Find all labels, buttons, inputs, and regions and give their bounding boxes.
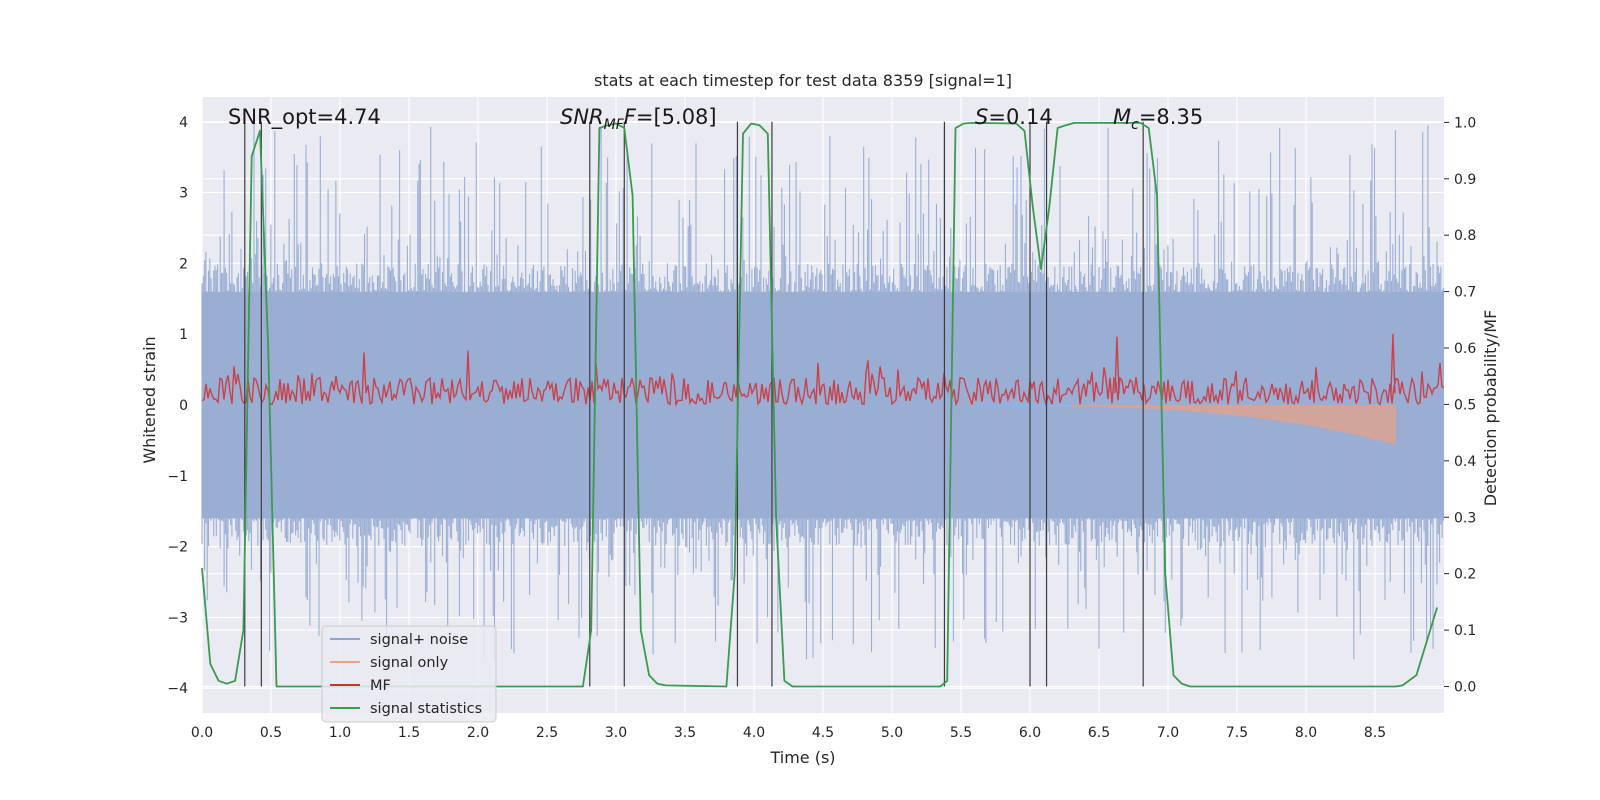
x-tick-label: 0.5 xyxy=(260,725,282,741)
x-tick-label: 2.0 xyxy=(467,725,489,741)
snr-mf-annotation: SNRMFF=[5.08] xyxy=(560,105,717,133)
signal-statistics-series xyxy=(201,122,1438,688)
y2-ticks: 1.0 0.9 0.8 0.7 0.6 0.5 0.4 0.3 0.2 0.1 0.0 xyxy=(1444,115,1476,695)
x-tick-label: 5.5 xyxy=(950,725,972,741)
x-tick-label: 0.0 xyxy=(191,725,213,741)
x-tick-label: 4.5 xyxy=(812,725,834,741)
x-tick-label: 6.5 xyxy=(1088,725,1110,741)
x-tick-label: 3.5 xyxy=(674,725,696,741)
x-tick-label: 2.5 xyxy=(536,725,558,741)
legend-label-noise: signal+ noise xyxy=(370,632,468,648)
vertical-markers xyxy=(244,121,1144,687)
mf-series xyxy=(201,333,1445,407)
chart-title: stats at each timestep for test data 835… xyxy=(594,71,1012,90)
y-tick-label: −4 xyxy=(167,681,188,697)
y-tick-label: 1 xyxy=(179,327,188,343)
legend-box xyxy=(321,625,497,723)
y-tick-label: 3 xyxy=(179,186,188,202)
x-tick-label: 3.0 xyxy=(605,725,627,741)
y2-tick-label: 0.8 xyxy=(1454,228,1476,244)
y-tick-label: 4 xyxy=(179,115,188,131)
x-tick-label: 7.0 xyxy=(1157,725,1179,741)
y2-tick-label: 0.6 xyxy=(1454,341,1476,357)
y2-tick-label: 0.2 xyxy=(1454,567,1476,583)
x-ticks: 0.0 0.5 1.0 1.5 2.0 2.5 3.0 3.5 4.0 4.5 5.0 5.5 6.0 6… xyxy=(191,725,1386,741)
legend-label-mf: MF xyxy=(370,678,391,694)
y2-tick-label: 0.0 xyxy=(1454,679,1476,695)
x-tick-label: 7.5 xyxy=(1226,725,1248,741)
legend: signal+ noise signal only MF signal stat… xyxy=(321,625,497,723)
y2-axis-label: Detection probability/MF xyxy=(1481,310,1500,507)
y-ticks: 4 3 2 1 0 −1 −2 −3 −4 xyxy=(167,115,188,697)
x-tick-label: 8.0 xyxy=(1295,725,1317,741)
mc-annotation: Mc=8.35 xyxy=(1113,105,1203,133)
x-tick-label: 6.0 xyxy=(1019,725,1041,741)
x-tick-label: 4.0 xyxy=(743,725,765,741)
snr-opt-annotation: SNR_opt=4.74 xyxy=(228,105,381,130)
y2-tick-label: 0.1 xyxy=(1454,623,1476,639)
x-axis-label: Time (s) xyxy=(769,748,835,767)
x-tick-label: 8.5 xyxy=(1364,725,1386,741)
y2-tick-label: 0.7 xyxy=(1454,285,1476,301)
y-axis-label: Whitened strain xyxy=(140,336,159,463)
y2-tick-label: 0.3 xyxy=(1454,510,1476,526)
y-tick-label: 2 xyxy=(179,256,188,272)
y2-tick-label: 1.0 xyxy=(1454,115,1476,131)
legend-label-signal: signal only xyxy=(370,655,449,671)
y2-tick-label: 0.5 xyxy=(1454,397,1476,413)
y-tick-label: −1 xyxy=(167,469,188,485)
legend-label-stats: signal statistics xyxy=(370,701,482,717)
y2-tick-label: 0.9 xyxy=(1454,172,1476,188)
x-tick-label: 5.0 xyxy=(881,725,903,741)
y2-tick-label: 0.4 xyxy=(1454,454,1476,470)
signal-only-series xyxy=(961,405,1396,445)
s-annotation: S=0.14 xyxy=(975,105,1053,129)
y-tick-label: −3 xyxy=(167,610,188,626)
x-tick-label: 1.5 xyxy=(398,725,420,741)
y-tick-label: −2 xyxy=(167,540,188,556)
x-tick-label: 1.0 xyxy=(329,725,351,741)
y-tick-label: 0 xyxy=(179,398,188,414)
